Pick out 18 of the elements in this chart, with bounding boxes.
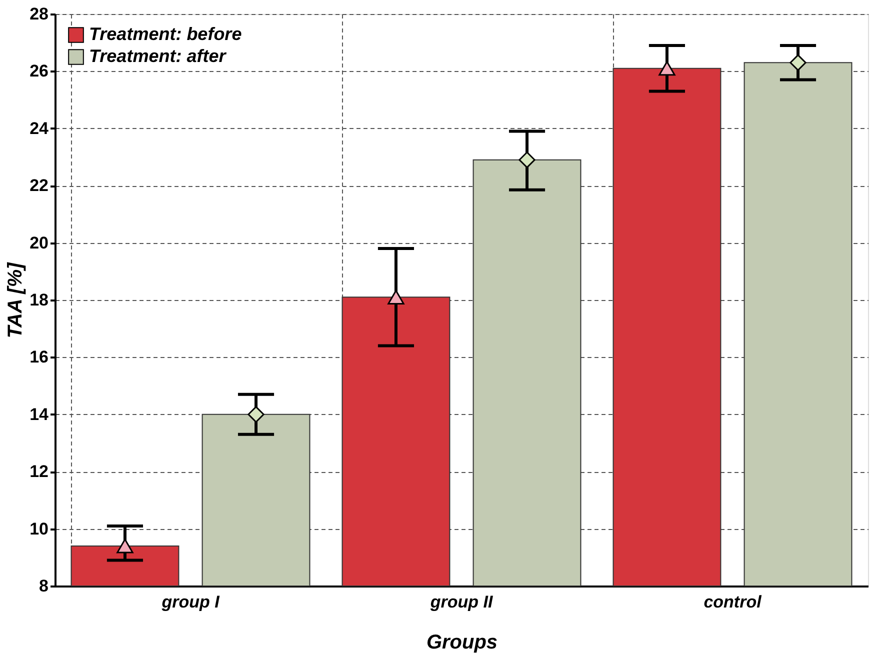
y-tick-label: 28 [30, 4, 48, 24]
y-tick-label: 12 [30, 462, 48, 482]
y-tick-label: 24 [30, 118, 50, 138]
x-tick-label: group I [160, 592, 221, 612]
y-tick-label: 14 [30, 404, 50, 424]
x-axis-title: Groups [426, 632, 498, 654]
y-tick-label: 26 [30, 62, 48, 81]
x-tick-label: group II [429, 592, 494, 612]
y-tick-label: 22 [30, 176, 48, 196]
y-tick-label: 10 [30, 519, 48, 538]
y-tick-label: 20 [30, 233, 48, 252]
legend-label: Treatment: after [89, 46, 227, 66]
y-tick-label: 16 [30, 348, 48, 367]
x-tick-label: control [704, 592, 763, 612]
y-tick-label: 18 [30, 290, 48, 310]
y-axis-title: TAA [%] [4, 261, 27, 338]
legend-label: Treatment: before [89, 24, 242, 44]
y-tick-label: 8 [39, 576, 48, 596]
